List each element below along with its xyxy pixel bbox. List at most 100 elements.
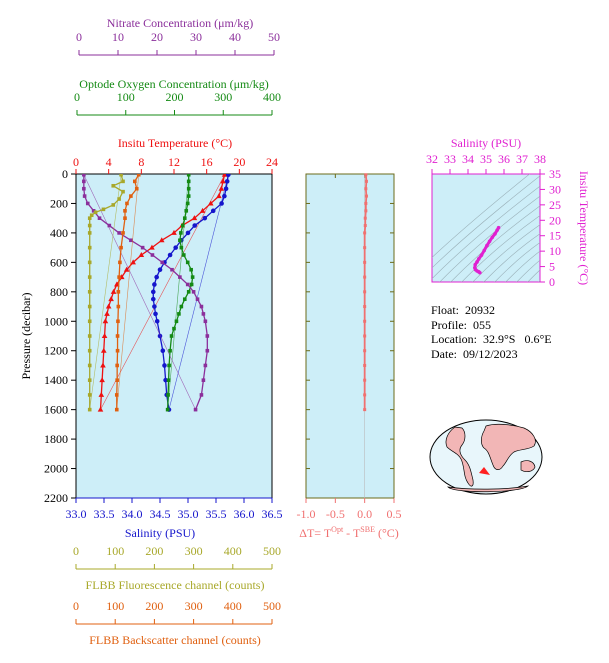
nitrate-point bbox=[82, 194, 87, 198]
ts-point bbox=[477, 257, 481, 261]
salinity-point bbox=[153, 311, 158, 317]
salinity-point bbox=[152, 304, 157, 309]
ts-salinity-tick-label: 32 bbox=[426, 152, 438, 166]
density-isoline bbox=[527, 269, 540, 282]
oxygen-point bbox=[166, 393, 170, 397]
delta-t-tick-label: -1.0 bbox=[297, 507, 316, 521]
temperature-point bbox=[171, 229, 177, 235]
temperature-point bbox=[123, 266, 130, 272]
temperature-point bbox=[220, 178, 226, 184]
salinity-point bbox=[167, 252, 173, 258]
delta-t-plot-area bbox=[305, 173, 395, 499]
temperature-point bbox=[97, 406, 104, 412]
pressure-tick-label: 200 bbox=[50, 196, 68, 210]
temperature-connector bbox=[100, 174, 225, 410]
ts-point bbox=[475, 260, 479, 264]
backscatter-axis-title: FLBB Backscatter channel (counts) bbox=[89, 633, 261, 647]
float-id: Float: 20932 bbox=[431, 303, 496, 317]
salinity-point bbox=[157, 267, 163, 273]
fluorescence-point bbox=[119, 174, 123, 177]
salinity-tick-label: 35.0 bbox=[178, 507, 199, 521]
temperature-point bbox=[149, 244, 155, 250]
oxygen-point bbox=[186, 194, 191, 198]
backscatter-point bbox=[114, 393, 119, 397]
ts-temperature-axis-title: Insitu Temperature (°C) bbox=[577, 171, 591, 285]
nitrate-tick-label: 40 bbox=[229, 30, 241, 44]
nitrate-point bbox=[199, 393, 204, 397]
salinity-point bbox=[173, 245, 178, 250]
delta-t-point bbox=[363, 216, 367, 220]
ts-salinity-tick-label: 33 bbox=[444, 152, 456, 166]
pressure-tick-label: 1800 bbox=[44, 432, 68, 446]
temperature-point bbox=[104, 310, 110, 316]
nitrate-point bbox=[160, 260, 165, 265]
oxygen-point bbox=[172, 326, 176, 331]
backscatter-point bbox=[116, 304, 121, 309]
nitrate-point bbox=[199, 304, 204, 309]
temperature-axis-title: Insitu Temperature (°C) bbox=[118, 136, 232, 150]
fluorescence-point bbox=[101, 207, 106, 212]
nitrate-point bbox=[170, 267, 174, 272]
ts-temperature-tick-label: 30 bbox=[549, 182, 561, 196]
backscatter-point bbox=[134, 186, 139, 191]
pressure-tick-label: 2000 bbox=[44, 462, 68, 476]
nitrate-point bbox=[203, 363, 208, 368]
backscatter-point bbox=[115, 334, 120, 338]
fluorescence-tick-label: 500 bbox=[263, 544, 281, 558]
delta-t-point bbox=[363, 363, 367, 367]
oxygen-point bbox=[185, 260, 190, 265]
ts-salinity-tick-label: 38 bbox=[534, 152, 546, 166]
ts-point bbox=[485, 243, 489, 248]
profile-number: Profile: 055 bbox=[431, 317, 491, 332]
nitrate-point bbox=[91, 209, 96, 213]
salinity-tick-label: 36.0 bbox=[234, 507, 255, 521]
fluorescence-point bbox=[87, 319, 92, 324]
salinity-point bbox=[160, 348, 166, 354]
ts-point bbox=[473, 266, 477, 270]
backscatter-point bbox=[117, 275, 121, 279]
temperature-tick-label: 12 bbox=[168, 155, 180, 169]
delta-t-point bbox=[364, 201, 368, 205]
backscatter-point bbox=[119, 245, 123, 250]
australia-landmass bbox=[520, 460, 536, 473]
fluorescence-point bbox=[87, 304, 92, 309]
ts-point bbox=[487, 239, 492, 244]
salinity-point bbox=[152, 282, 157, 287]
nitrate-series bbox=[82, 174, 210, 412]
fluorescence-point bbox=[93, 210, 98, 215]
oxygen-tick-label: 400 bbox=[263, 90, 281, 104]
salinity-axis-title: Salinity (PSU) bbox=[125, 526, 195, 540]
ts-temperature-tick-label: 10 bbox=[549, 244, 561, 258]
density-isoline bbox=[505, 250, 540, 282]
salinity-point bbox=[163, 377, 168, 383]
nitrate-tick-label: 10 bbox=[112, 30, 124, 44]
backscatter-tick-label: 300 bbox=[185, 599, 203, 613]
ts-salinity-tick-label: 36 bbox=[498, 152, 510, 166]
oxygen-point bbox=[174, 319, 179, 324]
salinity-point bbox=[223, 186, 229, 192]
temperature-point bbox=[108, 296, 114, 302]
pressure-axis-title: Pressure (decibar) bbox=[19, 293, 33, 380]
density-isoline bbox=[483, 233, 540, 282]
nitrate-point bbox=[205, 348, 210, 353]
nitrate-point bbox=[85, 201, 90, 206]
temperature-point bbox=[99, 377, 105, 383]
fluorescence-point bbox=[117, 197, 121, 201]
delta-t-point bbox=[363, 224, 367, 228]
backscatter-point bbox=[115, 363, 119, 368]
backscatter-point bbox=[123, 209, 127, 213]
ts-salinity-tick-label: 37 bbox=[516, 152, 528, 166]
ts-temperature-tick-label: 0 bbox=[549, 275, 555, 289]
pressure-tick-label: 1000 bbox=[44, 314, 68, 328]
ts-temperature-tick-label: 15 bbox=[549, 229, 561, 243]
fluorescence-point bbox=[87, 348, 92, 353]
delta-t-point bbox=[363, 319, 367, 323]
backscatter-tick-label: 500 bbox=[263, 599, 281, 613]
temperature-point bbox=[199, 207, 206, 213]
nitrate-point bbox=[195, 297, 200, 301]
oxygen-tick-label: 200 bbox=[166, 90, 184, 104]
temperature-tick-label: 16 bbox=[201, 155, 213, 169]
delta-t-point bbox=[363, 334, 367, 338]
oxygen-line bbox=[166, 174, 194, 410]
